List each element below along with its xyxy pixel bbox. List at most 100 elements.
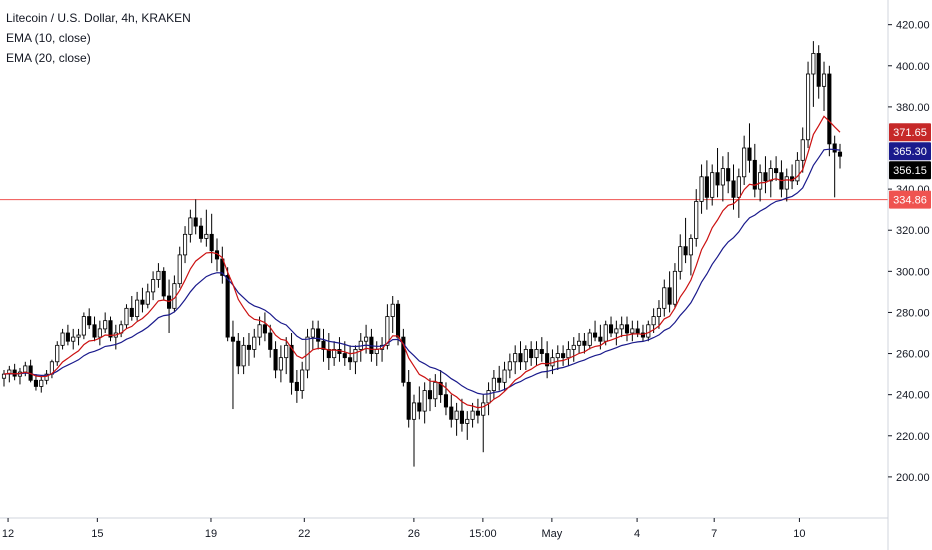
legend-ema20[interactable]: EMA (20, close) xyxy=(6,51,91,65)
candle[interactable] xyxy=(688,234,693,276)
candle[interactable] xyxy=(92,316,97,342)
ema10-line[interactable] xyxy=(3,115,841,409)
candle[interactable] xyxy=(465,411,470,440)
candle[interactable] xyxy=(12,363,17,381)
legend-ema10[interactable]: EMA (10, close) xyxy=(6,31,91,45)
candle[interactable] xyxy=(167,279,172,333)
candle[interactable] xyxy=(763,156,768,194)
candle[interactable] xyxy=(374,341,379,366)
candle[interactable] xyxy=(646,320,651,342)
candle[interactable] xyxy=(411,394,417,467)
candle[interactable] xyxy=(795,152,800,185)
candle[interactable] xyxy=(742,135,747,185)
candle[interactable] xyxy=(97,320,102,346)
candle[interactable] xyxy=(784,168,789,202)
price-axis[interactable]: 200.00 220.00 240.00 260.00 280.00 300.00 320.… xyxy=(888,20,930,484)
candle[interactable] xyxy=(417,386,422,420)
candle[interactable] xyxy=(640,324,646,342)
candle[interactable] xyxy=(534,341,539,366)
candle[interactable] xyxy=(81,312,86,340)
candle[interactable] xyxy=(587,328,592,350)
candle[interactable] xyxy=(800,127,805,173)
candle[interactable] xyxy=(76,328,81,346)
candle[interactable] xyxy=(156,263,161,288)
candle[interactable] xyxy=(774,156,779,181)
candle[interactable] xyxy=(832,135,837,198)
candle[interactable] xyxy=(497,365,502,391)
candle[interactable] xyxy=(475,398,480,424)
candle[interactable] xyxy=(108,316,113,342)
candle[interactable] xyxy=(624,316,630,342)
candle[interactable] xyxy=(672,263,677,309)
candle[interactable] xyxy=(593,320,598,342)
plot-area[interactable] xyxy=(0,41,888,467)
candle[interactable] xyxy=(433,374,438,407)
candle[interactable] xyxy=(678,234,683,280)
candle[interactable] xyxy=(518,341,523,370)
candle[interactable] xyxy=(390,296,395,333)
candle[interactable] xyxy=(630,320,635,342)
candle[interactable] xyxy=(358,333,363,362)
candle[interactable] xyxy=(752,143,757,198)
candle[interactable] xyxy=(44,370,49,385)
candle[interactable] xyxy=(619,316,624,338)
candle[interactable] xyxy=(507,353,512,379)
candle[interactable] xyxy=(704,160,709,210)
candle[interactable] xyxy=(113,324,118,350)
candle[interactable] xyxy=(28,359,33,383)
candle[interactable] xyxy=(103,312,108,333)
candle[interactable] xyxy=(316,320,321,350)
candle[interactable] xyxy=(380,337,385,362)
time-axis[interactable]: 12 15 19 22 26 15:00 May 4 7 10 xyxy=(2,518,806,540)
candle[interactable] xyxy=(710,164,715,206)
candle[interactable] xyxy=(827,65,832,157)
candle[interactable] xyxy=(438,370,443,403)
candle[interactable] xyxy=(39,376,44,393)
candle[interactable] xyxy=(342,341,347,366)
candle[interactable] xyxy=(699,164,704,214)
candle[interactable] xyxy=(731,164,736,210)
candle[interactable] xyxy=(177,246,182,288)
candle[interactable] xyxy=(236,333,241,375)
candle[interactable] xyxy=(539,337,544,362)
candle[interactable] xyxy=(135,291,140,321)
candle[interactable] xyxy=(736,168,741,218)
candle[interactable] xyxy=(55,341,60,366)
candle[interactable] xyxy=(768,160,773,198)
candle[interactable] xyxy=(694,189,699,247)
candle[interactable] xyxy=(268,324,273,358)
candle[interactable] xyxy=(278,345,283,383)
candle[interactable] xyxy=(321,328,326,362)
candle[interactable] xyxy=(124,304,129,329)
candle[interactable] xyxy=(17,367,23,385)
candle[interactable] xyxy=(577,333,582,354)
candle[interactable] xyxy=(300,361,305,399)
candle[interactable] xyxy=(182,226,188,264)
candle[interactable] xyxy=(337,337,342,362)
candle[interactable] xyxy=(545,341,550,379)
candle[interactable] xyxy=(662,279,667,317)
candle[interactable] xyxy=(811,41,816,107)
candle[interactable] xyxy=(747,123,752,173)
candle[interactable] xyxy=(193,199,198,235)
candle[interactable] xyxy=(23,361,28,377)
candle[interactable] xyxy=(65,324,70,346)
candle[interactable] xyxy=(273,341,278,379)
candle[interactable] xyxy=(353,345,358,375)
candle[interactable] xyxy=(582,333,587,354)
candle[interactable] xyxy=(246,333,251,366)
candle[interactable] xyxy=(449,394,454,428)
candle[interactable] xyxy=(289,333,294,395)
candle[interactable] xyxy=(140,287,145,313)
candle[interactable] xyxy=(401,328,406,387)
candle[interactable] xyxy=(33,374,38,391)
candle[interactable] xyxy=(614,320,619,346)
candle[interactable] xyxy=(422,382,427,424)
candle[interactable] xyxy=(683,217,688,264)
candle[interactable] xyxy=(571,337,576,362)
candle[interactable] xyxy=(486,382,491,416)
candle[interactable] xyxy=(726,152,731,194)
candle[interactable] xyxy=(715,148,720,198)
candle[interactable] xyxy=(608,316,614,338)
